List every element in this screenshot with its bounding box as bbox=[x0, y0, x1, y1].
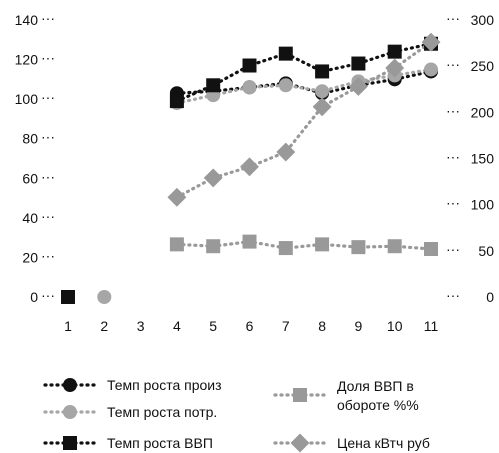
left-tick-dots: ··· bbox=[41, 208, 55, 224]
right-tick-dots: ··· bbox=[446, 56, 460, 72]
series-markers bbox=[61, 32, 441, 304]
right-tick-dots: ··· bbox=[446, 102, 460, 118]
circle-marker bbox=[63, 405, 77, 419]
x-tick-label: 4 bbox=[173, 318, 181, 334]
diamond-marker bbox=[290, 433, 310, 453]
x-tick-label: 3 bbox=[137, 318, 145, 334]
x-tick-label: 9 bbox=[355, 318, 363, 334]
legend-label: Темп роста ВВП bbox=[107, 435, 213, 451]
square-marker bbox=[293, 388, 307, 402]
diamond-marker bbox=[167, 187, 187, 207]
circle-marker bbox=[97, 290, 112, 304]
left-tick-label: 140 bbox=[15, 12, 39, 28]
circle-marker bbox=[63, 378, 77, 392]
x-tick-label: 5 bbox=[209, 318, 217, 334]
legend-label: Темп роста произ bbox=[107, 377, 222, 393]
left-tick-dots: ··· bbox=[41, 89, 55, 105]
square-marker bbox=[278, 241, 293, 256]
left-tick-label: 0 bbox=[30, 289, 38, 305]
square-marker bbox=[242, 58, 257, 73]
right-tick-dots: ··· bbox=[446, 287, 460, 303]
square-marker bbox=[206, 239, 221, 254]
right-tick-dots: ··· bbox=[446, 195, 460, 211]
diamond-marker bbox=[421, 32, 441, 52]
x-tick-label: 10 bbox=[387, 318, 403, 334]
left-tick-label: 40 bbox=[22, 210, 38, 226]
circle-marker bbox=[424, 62, 438, 77]
x-tick-label: 6 bbox=[246, 318, 254, 334]
right-tick-dots: ··· bbox=[446, 241, 460, 257]
left-tick-dots: ··· bbox=[41, 168, 55, 184]
square-marker bbox=[169, 237, 184, 252]
diamond-marker bbox=[276, 142, 296, 162]
square-marker bbox=[315, 237, 330, 252]
legend: Темп роста произ Темп роста потр. Темп рос… bbox=[43, 377, 430, 453]
diamond-marker bbox=[203, 168, 223, 188]
square-marker bbox=[387, 239, 402, 254]
diamond-marker bbox=[385, 58, 405, 78]
circle-marker bbox=[242, 80, 257, 95]
left-tick-label: 20 bbox=[22, 249, 38, 265]
right-tick-label: 100 bbox=[471, 197, 495, 213]
legend-label: обороте %% bbox=[337, 397, 419, 413]
left-tick-dots: ··· bbox=[41, 10, 55, 26]
circle-marker bbox=[278, 78, 293, 93]
right-tick-label: 0 bbox=[486, 289, 494, 305]
left-tick-label: 60 bbox=[22, 170, 38, 186]
square-marker bbox=[63, 436, 77, 450]
square-marker bbox=[242, 234, 257, 249]
legend-label: Темп роста потр. bbox=[107, 404, 217, 420]
square-marker bbox=[424, 241, 438, 256]
legend-label: Цена кВтч руб bbox=[337, 435, 430, 451]
left-tick-dots: ··· bbox=[41, 50, 55, 66]
left-tick-dots: ··· bbox=[41, 247, 55, 263]
x-tick-label: 11 bbox=[424, 318, 439, 334]
right-tick-dots: ··· bbox=[446, 10, 460, 26]
diamond-marker bbox=[240, 157, 259, 177]
square-marker bbox=[169, 94, 184, 109]
left-tick-label: 120 bbox=[15, 52, 39, 68]
x-tick-label: 7 bbox=[282, 318, 290, 334]
x-axis: 1 2 3 4 5 6 7 8 9 10 11 bbox=[64, 318, 438, 334]
square-marker bbox=[351, 240, 366, 255]
left-tick-dots: ··· bbox=[41, 287, 55, 303]
square-marker bbox=[315, 64, 330, 79]
right-tick-label: 200 bbox=[471, 104, 495, 120]
diamond-marker bbox=[312, 97, 332, 117]
square-marker bbox=[61, 290, 75, 304]
square-marker bbox=[278, 46, 293, 61]
square-marker bbox=[387, 44, 402, 59]
right-tick-label: 150 bbox=[471, 151, 495, 167]
x-tick-label: 8 bbox=[318, 318, 326, 334]
legend-label: Доля ВВП в bbox=[337, 378, 414, 394]
right-axis: ··· 0 ··· 50 ··· 100 ··· 150 ··· 200 ··· 250 ··· 300 bbox=[446, 10, 494, 305]
square-marker bbox=[206, 78, 221, 93]
left-tick-label: 100 bbox=[15, 91, 39, 107]
right-tick-dots: ··· bbox=[446, 149, 460, 165]
diamond-marker bbox=[348, 77, 368, 96]
left-axis: 0 ···20 ···40 ···60 ···80 ···100 ···120 ···140 ·… bbox=[15, 10, 55, 305]
left-tick-dots: ··· bbox=[41, 129, 55, 145]
right-tick-label: 300 bbox=[471, 12, 495, 28]
right-tick-label: 50 bbox=[478, 243, 494, 259]
circle-marker bbox=[315, 84, 330, 99]
left-tick-label: 80 bbox=[22, 131, 38, 147]
square-marker bbox=[351, 56, 366, 71]
right-tick-label: 250 bbox=[471, 58, 495, 74]
x-tick-label: 1 bbox=[64, 318, 72, 334]
x-tick-label: 2 bbox=[100, 318, 108, 334]
